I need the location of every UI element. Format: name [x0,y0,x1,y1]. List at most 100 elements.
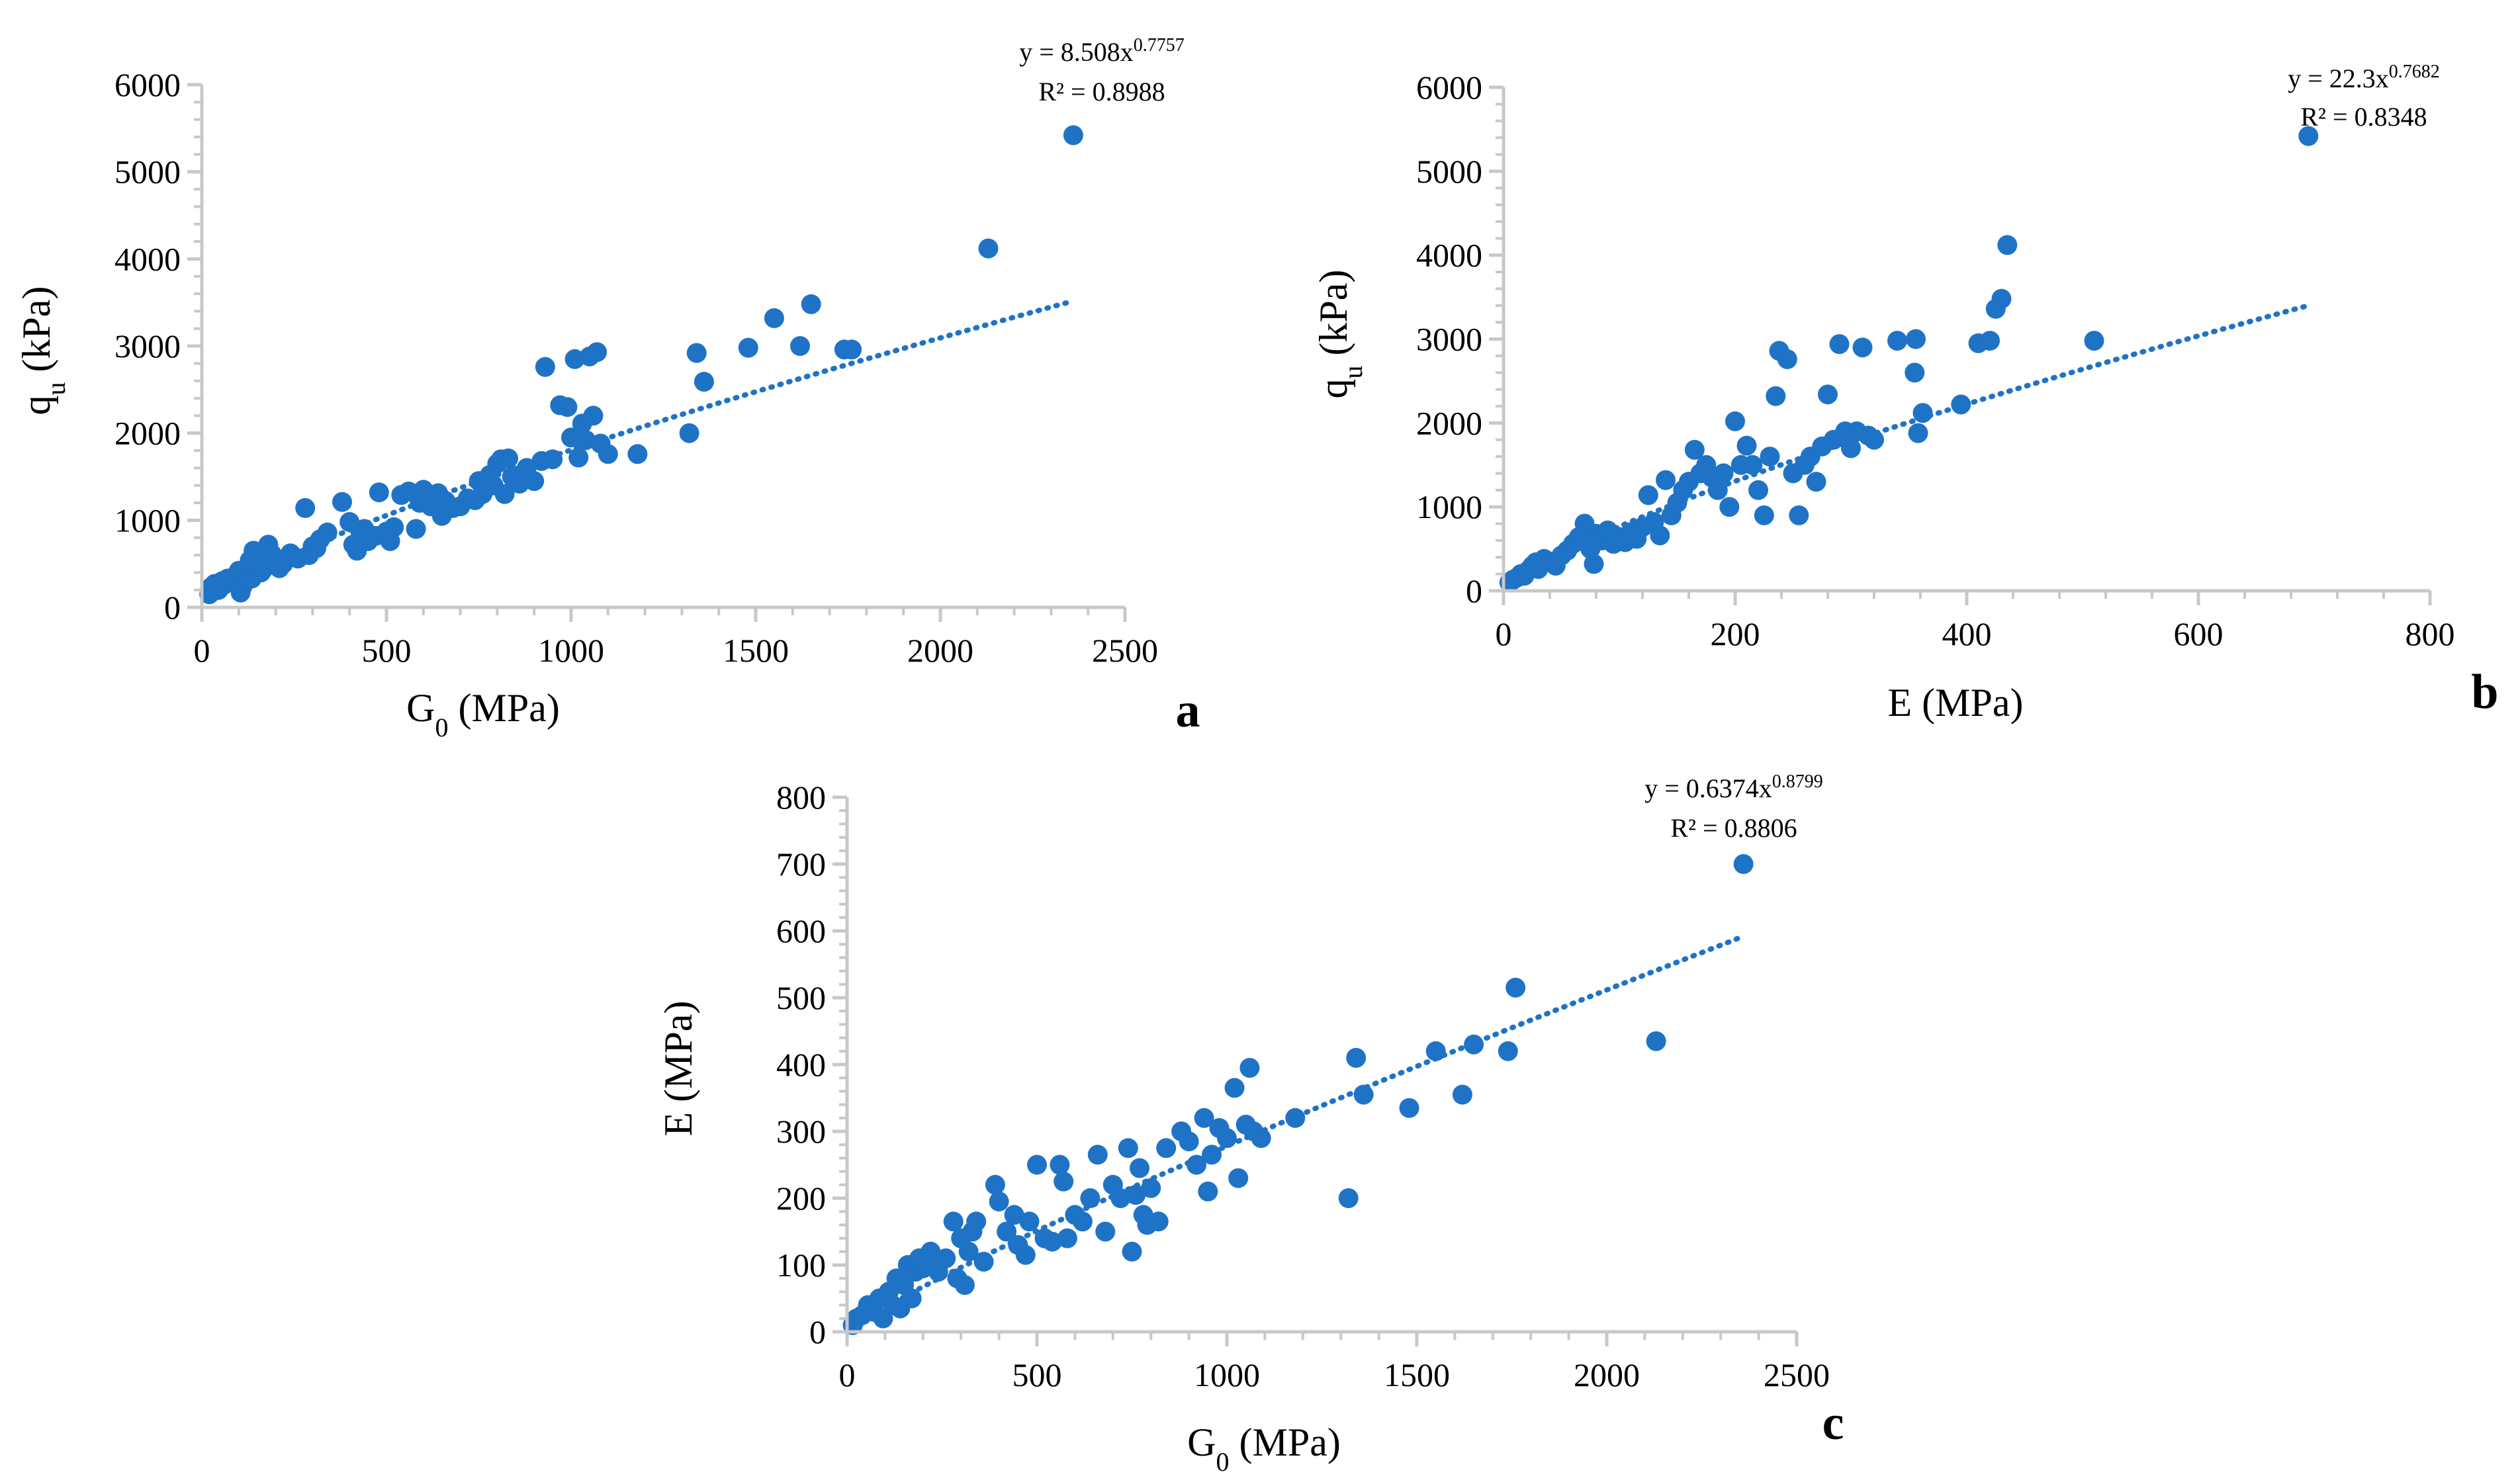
data-point-b-47 [1748,480,1768,500]
data-point-b-18 [1584,554,1604,574]
data-point-c-44 [1080,1188,1101,1208]
data-point-a-30 [295,498,316,518]
y-tick-label-c-7: 700 [776,846,826,883]
data-point-a-36 [332,492,352,512]
x-tick-label-b-2: 400 [1942,615,1992,652]
data-point-c-79 [1464,1034,1484,1055]
x-tick-label-a-3: 1500 [723,632,789,669]
data-point-b-45 [1736,435,1757,456]
data-point-a-47 [384,517,404,537]
y-axis-label-a: qu (kPa) [15,286,71,415]
data-point-b-31 [1656,470,1676,490]
data-point-c-60 [1187,1155,1207,1175]
data-point-c-73 [1338,1188,1359,1208]
y-tick-label-b-2: 2000 [1416,404,1482,441]
data-point-a-70 [498,448,519,468]
x-tick-label-c-3: 1500 [1384,1356,1450,1393]
data-point-b-61 [1829,334,1850,355]
data-point-c-65 [1217,1128,1237,1149]
data-point-b-41 [1713,463,1734,484]
data-point-c-36 [1027,1155,1047,1175]
y-tick-label-b-4: 4000 [1416,237,1482,274]
data-point-c-32 [1004,1205,1024,1225]
data-point-a-80 [561,427,581,448]
y-tick-label-c-4: 400 [776,1046,826,1083]
x-tick-label-b-4: 800 [2405,615,2455,652]
x-axis-label-b: E (MPa) [1888,681,2024,724]
y-tick-label-c-5: 500 [776,979,826,1016]
data-point-c-40 [1054,1171,1074,1192]
data-point-c-27 [966,1211,987,1232]
data-point-c-78 [1452,1084,1472,1105]
x-tick-label-b-3: 600 [2174,615,2224,652]
data-point-a-79 [557,397,578,417]
y-tick-label-c-8: 800 [776,779,826,816]
data-point-b-54 [1789,505,1809,525]
y-tick-label-c-3: 300 [776,1113,826,1150]
y-tick-label-a-4: 4000 [114,240,181,277]
data-point-b-42 [1719,497,1740,517]
data-point-a-93 [694,372,714,392]
x-tick-label-b-0: 0 [1496,615,1512,652]
data-point-b-65 [1852,337,1873,358]
data-point-c-57 [1156,1138,1177,1158]
data-point-c-52 [1130,1158,1149,1178]
data-point-c-48 [1110,1188,1131,1208]
data-point-a-97 [801,294,821,314]
y-axis-label-b: qu (kPa) [1312,270,1368,399]
x-tick-label-a-0: 0 [194,632,210,669]
data-point-b-79 [2084,331,2104,351]
data-point-b-67 [1864,429,1884,450]
y-tick-label-a-2: 2000 [114,415,181,452]
data-point-c-69 [1239,1058,1260,1078]
y-axis-label-c: E (MPa) [656,1001,700,1137]
data-point-c-20 [936,1248,956,1268]
data-point-b-43 [1725,411,1745,431]
y-tick-label-a-0: 0 [164,589,181,626]
data-point-c-72 [1285,1108,1306,1128]
tick-labels-c: 0 500 1000 1500 2000 2500 0 100 200 300 400 500 600 7… [776,779,1830,1393]
data-point-a-94 [738,337,758,358]
y-tick-label-b-6: 6000 [1416,69,1482,106]
data-point-a-77 [543,449,563,470]
axes-b [1489,85,2432,605]
y-tick-label-a-1: 1000 [114,502,181,539]
data-point-a-87 [587,342,607,363]
trend-equation-b: y = 22.3x0.7682 [2288,62,2440,94]
r-squared-c: R² = 0.8806 [1670,813,1797,843]
data-point-a-35 [317,522,337,543]
data-point-c-28 [973,1252,994,1272]
data-point-b-28 [1638,485,1658,505]
chart-panel-b: 0 200 400 600 800 0 1000 2000 3000 4000 5000 6000 E… [1312,62,2499,725]
data-point-b-68 [1887,331,1907,351]
data-point-a-82 [568,447,589,468]
data-point-a-89 [598,444,618,464]
data-point-c-71 [1251,1128,1271,1149]
x-tick-label-a-4: 2000 [907,632,973,669]
data-point-b-72 [1912,403,1933,423]
data-point-c-41 [1057,1228,1077,1248]
data-point-c-34 [1015,1244,1036,1265]
data-point-c-46 [1095,1221,1116,1242]
data-point-b-40 [1707,480,1728,500]
chart-panel-a: 0 500 1000 1500 2000 2500 0 1000 2000 3000 4000 500… [15,35,1200,742]
data-point-b-78 [1997,235,2018,255]
data-point-b-80 [2298,126,2319,146]
y-tick-label-a-6: 6000 [114,66,181,103]
data-point-a-86 [583,406,604,426]
data-point-c-83 [1733,854,1754,874]
data-point-c-35 [1019,1211,1040,1232]
data-point-c-56 [1148,1211,1169,1232]
data-point-c-45 [1087,1145,1108,1165]
y-tick-label-c-1: 100 [776,1246,826,1284]
data-point-c-59 [1179,1131,1199,1152]
scatter-points-a [199,125,1083,605]
chart-panel-c: 0 500 1000 1500 2000 2500 0 100 200 300 400 500 600 7… [656,771,1844,1477]
data-point-a-81 [564,349,585,369]
y-tick-label-c-6: 600 [776,912,826,949]
data-point-b-52 [1777,349,1797,369]
tick-labels-a: 0 500 1000 1500 2000 2500 0 1000 2000 3000 4000 500… [114,66,1158,669]
data-point-a-44 [369,482,389,503]
x-tick-label-a-1: 500 [362,632,412,669]
